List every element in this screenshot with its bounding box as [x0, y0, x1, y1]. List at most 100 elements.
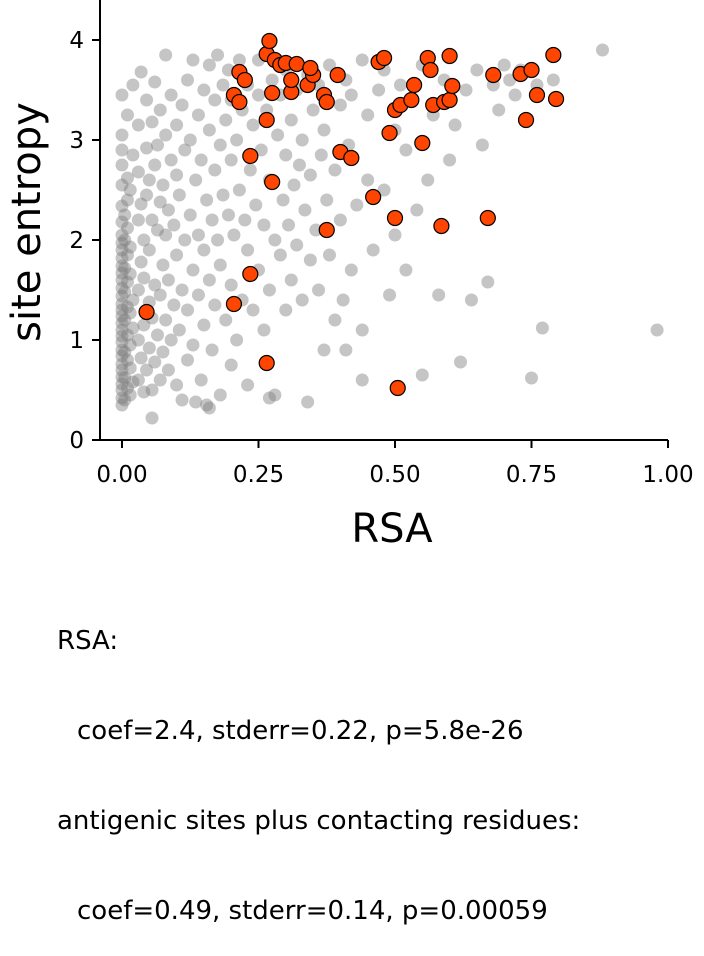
data-point: [298, 203, 312, 217]
data-point: [197, 83, 211, 97]
data-point: [164, 153, 178, 167]
data-point: [115, 273, 129, 287]
data-point: [172, 188, 186, 202]
stats-line-rsa-values: coef=2.4, stderr=0.22, p=5.8e-26: [77, 716, 524, 746]
data-point: [314, 148, 328, 162]
data-point: [186, 53, 200, 67]
data-point: [123, 240, 137, 254]
data-point: [303, 253, 317, 267]
data-point: [219, 313, 233, 327]
highlighted-data-point: [242, 147, 259, 165]
data-point: [134, 65, 148, 79]
data-point: [170, 378, 184, 392]
stats-line-rsa: RSA:: [57, 626, 119, 656]
data-point: [265, 73, 279, 87]
data-point: [279, 303, 293, 317]
data-point: [361, 108, 375, 122]
data-point: [355, 373, 369, 387]
data-point: [170, 168, 184, 182]
data-point: [224, 358, 238, 372]
data-point: [145, 383, 159, 397]
data-point: [167, 218, 181, 232]
data-point: [525, 371, 538, 385]
data-point: [115, 316, 129, 330]
data-point: [246, 303, 260, 317]
data-point: [183, 133, 197, 147]
data-point: [328, 163, 342, 177]
highlighted-data-point: [381, 124, 398, 142]
data-point: [211, 48, 225, 62]
data-point: [131, 213, 145, 227]
data-point: [200, 193, 214, 207]
data-point: [271, 128, 285, 142]
data-point: [118, 285, 132, 299]
highlighted-data-point: [406, 76, 423, 94]
data-point: [159, 48, 173, 62]
highlighted-data-point: [444, 77, 461, 95]
data-point: [118, 233, 132, 247]
data-point: [115, 335, 129, 349]
data-point: [131, 333, 145, 347]
highlighted-data-point: [386, 209, 404, 227]
data-point: [241, 243, 255, 257]
data-point: [295, 133, 309, 147]
data-point: [148, 355, 162, 369]
data-point: [115, 289, 129, 303]
data-point: [194, 153, 208, 167]
data-point: [178, 233, 192, 247]
data-point: [115, 329, 129, 343]
data-point: [492, 103, 506, 117]
data-point: [421, 173, 435, 187]
x-ticks: 0.00 0.25 0.50 0.75 1.00: [96, 440, 694, 488]
highlighted-data-point: [485, 66, 502, 84]
data-point: [175, 283, 189, 297]
data-point: [399, 143, 413, 157]
data-point: [276, 193, 290, 207]
x-tick-label: 0.50: [369, 462, 420, 488]
data-point: [189, 173, 203, 187]
data-point: [120, 328, 134, 342]
x-tick-label: 0.25: [233, 462, 284, 488]
stats-line-antigenic: antigenic sites plus contacting residues…: [57, 806, 581, 836]
highlighted-data-point: [261, 32, 278, 50]
data-point: [120, 171, 134, 185]
background-points-layer: [115, 43, 664, 425]
data-point: [153, 195, 167, 209]
data-point: [241, 378, 255, 392]
data-point: [181, 303, 195, 317]
data-point: [115, 297, 129, 311]
data-point: [115, 88, 129, 102]
data-point: [211, 233, 225, 247]
data-point: [161, 273, 175, 287]
data-point: [175, 393, 189, 407]
data-point: [317, 123, 331, 137]
data-point: [292, 158, 306, 172]
data-point: [459, 83, 473, 97]
data-point: [191, 108, 205, 122]
data-point: [508, 88, 522, 102]
data-point: [140, 141, 154, 155]
data-point: [322, 248, 336, 262]
data-point: [273, 248, 287, 262]
data-point: [120, 353, 134, 367]
y-tick-label: 2: [69, 228, 84, 254]
data-point: [181, 73, 195, 87]
data-point: [448, 118, 462, 132]
data-point: [301, 395, 315, 409]
data-point: [475, 138, 489, 152]
data-point: [115, 357, 129, 371]
data-point: [238, 213, 252, 227]
data-point: [383, 288, 397, 302]
data-point: [120, 193, 134, 207]
data-point: [202, 123, 216, 137]
data-point: [115, 383, 129, 397]
data-point: [312, 283, 326, 297]
data-point: [115, 391, 129, 405]
data-point: [118, 313, 132, 327]
data-point: [454, 355, 468, 369]
data-point: [254, 143, 268, 157]
highlighted-data-point: [329, 66, 346, 84]
data-point: [142, 341, 156, 355]
data-point: [164, 88, 178, 102]
data-point: [115, 215, 129, 229]
